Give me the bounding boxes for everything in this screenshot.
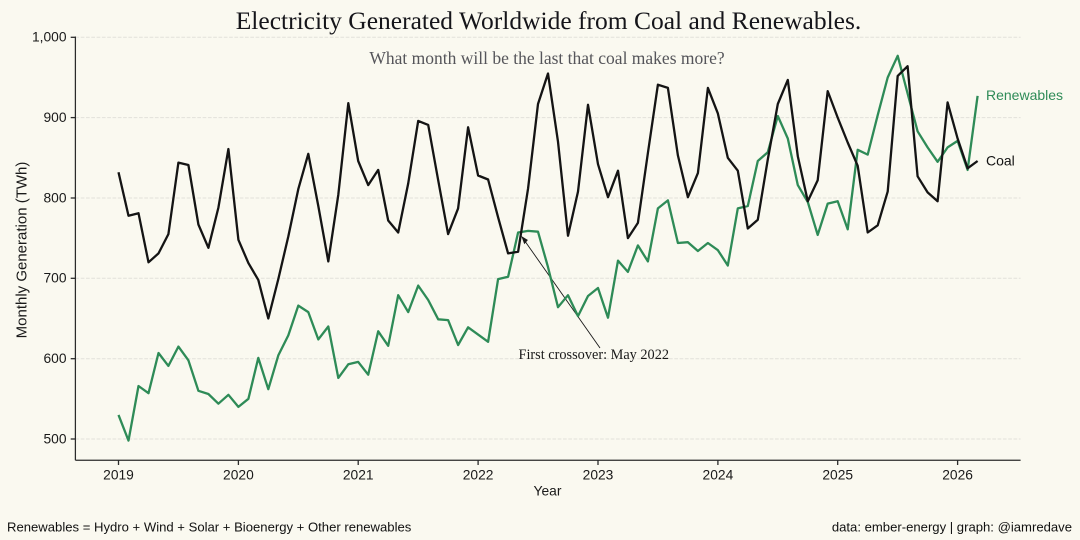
svg-text:Coal: Coal — [986, 153, 1015, 169]
svg-text:What month will be the last th: What month will be the last that coal ma… — [369, 48, 724, 68]
svg-text:Year: Year — [534, 484, 562, 499]
svg-text:2019: 2019 — [103, 468, 134, 483]
svg-text:2025: 2025 — [822, 468, 853, 483]
svg-text:Renewables: Renewables — [986, 87, 1063, 103]
svg-text:900: 900 — [43, 110, 66, 125]
svg-text:700: 700 — [43, 271, 66, 286]
svg-text:2023: 2023 — [583, 468, 614, 483]
svg-text:2024: 2024 — [703, 468, 734, 483]
svg-text:1,000: 1,000 — [32, 30, 67, 45]
svg-text:2020: 2020 — [223, 468, 254, 483]
svg-text:2021: 2021 — [343, 468, 374, 483]
svg-text:2026: 2026 — [942, 468, 973, 483]
svg-text:First crossover: May 2022: First crossover: May 2022 — [519, 347, 670, 363]
svg-text:Electricity Generated Worldwid: Electricity Generated Worldwide from Coa… — [236, 6, 862, 35]
svg-text:600: 600 — [43, 351, 66, 366]
svg-text:Monthly Generation (TWh): Monthly Generation (TWh) — [14, 162, 31, 339]
svg-text:500: 500 — [43, 431, 66, 446]
svg-text:2022: 2022 — [463, 468, 494, 483]
svg-text:data: ember-energy | graph: @i: data: ember-energy | graph: @iamredave — [832, 520, 1072, 535]
svg-text:800: 800 — [43, 190, 66, 205]
svg-text:Renewables = Hydro + Wind + So: Renewables = Hydro + Wind + Solar + Bioe… — [7, 520, 412, 535]
